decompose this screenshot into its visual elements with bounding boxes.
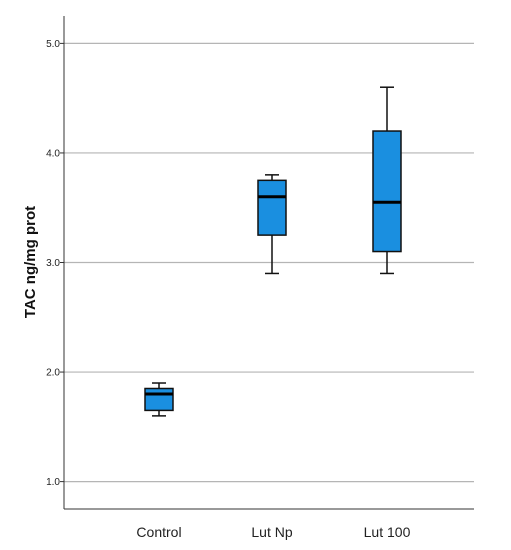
y-tick-label: 5.0 [46,39,60,50]
box-1 [257,174,287,275]
y-tick-label: 3.0 [46,258,60,269]
y-axis-title: TAC ng/mg prot [22,206,39,318]
box-0 [144,382,174,417]
iqr-box [257,179,287,236]
y-tick-labels: 1.0 2.0 3.0 4.0 5.0 [46,39,60,488]
axes [63,16,474,510]
x-category-label: Control [136,524,181,540]
boxes [144,86,402,417]
y-tick-label: 4.0 [46,148,60,159]
y-tick-label: 2.0 [46,368,60,379]
iqr-box [144,387,174,412]
iqr-box [372,130,402,253]
x-category-label: Lut 100 [364,524,411,540]
category-labels: Control Lut Np Lut 100 [136,524,410,540]
box-2 [372,86,402,275]
gridlines [60,42,474,483]
x-category-label: Lut Np [251,524,292,540]
y-tick-label: 1.0 [46,477,60,488]
